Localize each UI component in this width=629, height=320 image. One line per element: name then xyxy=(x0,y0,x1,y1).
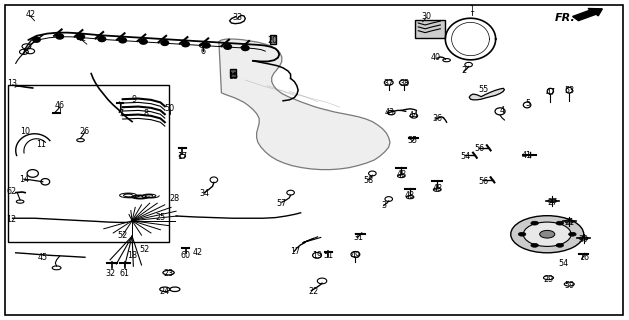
Ellipse shape xyxy=(224,44,231,49)
Text: 52: 52 xyxy=(118,231,128,240)
Text: 60: 60 xyxy=(181,252,191,260)
Text: 30: 30 xyxy=(421,12,431,20)
Text: 56: 56 xyxy=(478,177,488,186)
Circle shape xyxy=(531,244,538,247)
Text: 58: 58 xyxy=(363,176,373,185)
Text: 53: 53 xyxy=(564,86,574,95)
Text: 17: 17 xyxy=(177,152,187,161)
Text: 25: 25 xyxy=(155,213,165,222)
Ellipse shape xyxy=(182,42,189,47)
FancyArrow shape xyxy=(572,9,603,21)
Text: 48: 48 xyxy=(396,170,406,179)
Text: 41: 41 xyxy=(522,151,532,160)
Text: 34: 34 xyxy=(199,189,209,198)
Text: 52: 52 xyxy=(140,245,150,254)
Text: 59: 59 xyxy=(565,281,575,290)
Text: FR.: FR. xyxy=(555,12,576,23)
Text: 26: 26 xyxy=(80,127,90,136)
Text: 46: 46 xyxy=(55,101,65,110)
Circle shape xyxy=(540,230,555,238)
Text: 14: 14 xyxy=(19,175,29,184)
Text: 23: 23 xyxy=(164,269,174,278)
Text: 36: 36 xyxy=(432,114,442,123)
Text: 11: 11 xyxy=(36,140,46,148)
Text: 8: 8 xyxy=(143,109,148,118)
Ellipse shape xyxy=(161,40,169,45)
Text: 6: 6 xyxy=(200,47,205,56)
Text: 17: 17 xyxy=(291,247,301,256)
Polygon shape xyxy=(469,88,504,100)
Text: 42: 42 xyxy=(25,10,35,19)
Text: 32: 32 xyxy=(105,269,115,278)
Bar xyxy=(415,20,445,38)
Ellipse shape xyxy=(98,36,106,42)
Text: 35: 35 xyxy=(408,136,418,145)
Text: 5: 5 xyxy=(526,99,531,108)
Text: 28: 28 xyxy=(170,194,180,203)
Text: 57: 57 xyxy=(277,199,287,208)
Circle shape xyxy=(556,244,564,247)
Circle shape xyxy=(569,232,576,236)
Text: 7: 7 xyxy=(118,109,123,118)
Text: 18: 18 xyxy=(127,252,137,260)
Text: 51: 51 xyxy=(323,252,333,260)
Ellipse shape xyxy=(203,43,210,48)
Text: 54: 54 xyxy=(559,259,569,268)
Text: 47: 47 xyxy=(546,88,556,97)
Text: 42: 42 xyxy=(193,248,203,257)
Text: 49: 49 xyxy=(351,252,361,260)
Text: 13: 13 xyxy=(8,79,18,88)
Text: 48: 48 xyxy=(432,184,442,193)
Text: 50: 50 xyxy=(165,104,175,113)
Ellipse shape xyxy=(33,37,40,42)
Text: 1: 1 xyxy=(469,5,474,14)
Text: 61: 61 xyxy=(120,269,130,278)
Text: 38: 38 xyxy=(399,79,409,88)
Bar xyxy=(270,35,276,44)
Text: 3: 3 xyxy=(381,201,386,210)
Text: 12: 12 xyxy=(6,215,16,224)
Text: 45: 45 xyxy=(38,253,48,262)
Ellipse shape xyxy=(140,39,147,44)
Text: 40: 40 xyxy=(431,53,441,62)
Text: 24: 24 xyxy=(160,287,170,296)
Text: 37: 37 xyxy=(384,79,394,88)
Polygon shape xyxy=(219,39,390,170)
Circle shape xyxy=(531,221,538,225)
Text: 43: 43 xyxy=(385,108,395,116)
Ellipse shape xyxy=(242,45,249,51)
Ellipse shape xyxy=(77,35,84,40)
Text: 39: 39 xyxy=(579,235,589,244)
Text: 10: 10 xyxy=(20,127,30,136)
Text: 33: 33 xyxy=(233,13,243,22)
Text: 42: 42 xyxy=(77,34,87,43)
Text: 48: 48 xyxy=(405,191,415,200)
Circle shape xyxy=(556,221,564,225)
Text: 9: 9 xyxy=(131,95,136,104)
Circle shape xyxy=(518,232,526,236)
Circle shape xyxy=(511,216,584,253)
Bar xyxy=(230,69,236,77)
Text: 27: 27 xyxy=(547,198,557,207)
Text: 22: 22 xyxy=(308,287,318,296)
Text: 56: 56 xyxy=(474,144,484,153)
Text: 44: 44 xyxy=(409,111,419,120)
Text: 16: 16 xyxy=(579,253,589,262)
Ellipse shape xyxy=(119,38,126,43)
Text: 4: 4 xyxy=(499,106,504,115)
Text: 19: 19 xyxy=(312,252,322,260)
Bar xyxy=(8,85,169,242)
Circle shape xyxy=(523,222,571,246)
Text: 21: 21 xyxy=(564,218,574,227)
Text: 15: 15 xyxy=(228,72,238,81)
Ellipse shape xyxy=(56,34,64,39)
Text: 54: 54 xyxy=(460,152,470,161)
Text: 55: 55 xyxy=(478,85,488,94)
Text: 29: 29 xyxy=(543,275,554,284)
Text: 20: 20 xyxy=(267,36,277,44)
Text: 2: 2 xyxy=(462,66,467,75)
Text: 62: 62 xyxy=(6,188,16,196)
Text: 31: 31 xyxy=(353,233,364,242)
